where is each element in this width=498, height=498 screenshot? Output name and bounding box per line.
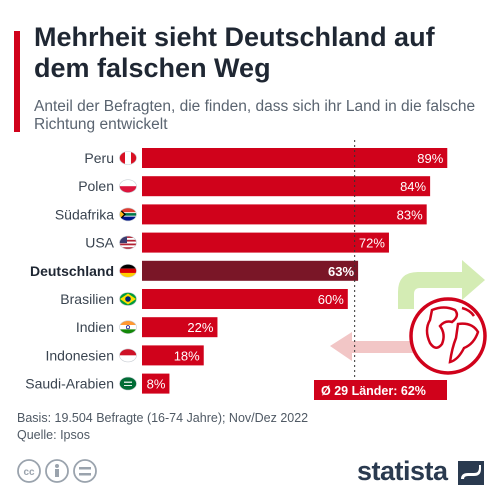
arrows-globe-illustration [330,260,487,375]
bar-chart: Peru Polen Südafrika USA Deutschland Brasilie… [25,140,487,400]
indonesia-flag-icon [119,348,137,363]
category-label-deutschland: Deutschland [30,263,114,279]
bar-polen [142,176,431,197]
category-label-polen: Polen [78,178,114,194]
red-arrow-icon [330,332,420,361]
value-label-deutschland: 63% [328,264,354,279]
svg-text:cc: cc [23,467,35,478]
value-label-indonesien: 18% [174,348,200,363]
cc-license-icon: cc [17,459,41,483]
bar-peru [142,148,448,168]
category-label-saudi-arabien: Saudi-Arabien [25,376,114,392]
bar-usa [142,232,389,253]
category-label-brasilien: Brasilien [60,291,114,307]
statista-logo-icon [458,461,484,485]
india-flag-icon [119,320,137,334]
category-label-s-dafrika: Südafrika [55,206,114,222]
category-label-indonesien: Indonesien [45,347,114,363]
globe-icon [409,297,487,375]
usa-flag-icon [119,235,137,250]
bar-deutschland [142,260,359,281]
average-label-box: Ø 29 Länder: 62% [314,380,447,400]
statista-logo-text: statista [357,456,448,486]
brazil-flag-icon [119,292,137,306]
source-note: Quelle: Ipsos [17,428,90,442]
attribution-icon [45,459,69,483]
chart-subtitle: Anteil der Befragten, die finden, dass s… [34,98,476,133]
chart-title: Mehrheit sieht Deutschland auf dem falsc… [34,22,435,83]
license-icons: cc [17,459,97,483]
bar-indien [142,317,218,338]
south-africa-flag-icon [119,207,137,222]
category-label-usa: USA [85,235,114,251]
value-label-indien: 22% [187,320,213,335]
basis-note: Basis: 19.504 Befragte (16-74 Jahre); No… [17,411,309,425]
footer: Basis: 19.504 Befragte (16-74 Jahre); No… [17,410,308,444]
green-arrow-icon [398,260,485,309]
value-label-s-dafrika: 83% [397,207,423,222]
no-derivatives-icon [73,459,97,483]
value-label-usa: 72% [359,236,385,251]
value-label-saudi-arabien: 8% [147,377,166,392]
bar-saudi-arabien [142,373,170,394]
saudi-arabia-flag-icon [119,376,137,391]
title-accent-bar [14,31,20,132]
value-label-brasilien: 60% [318,292,344,307]
peru-flag-icon [119,151,137,165]
bar-indonesien [142,345,204,366]
bar-brasilien [142,289,348,309]
bar-s-dafrika [142,204,427,225]
germany-flag-icon [119,264,137,278]
value-label-peru: 89% [417,151,443,166]
category-label-indien: Indien [76,319,114,335]
value-label-polen: 84% [400,179,426,194]
poland-flag-icon [119,179,137,194]
average-label: Ø 29 Länder: 62% [321,384,426,398]
category-label-peru: Peru [84,150,114,166]
